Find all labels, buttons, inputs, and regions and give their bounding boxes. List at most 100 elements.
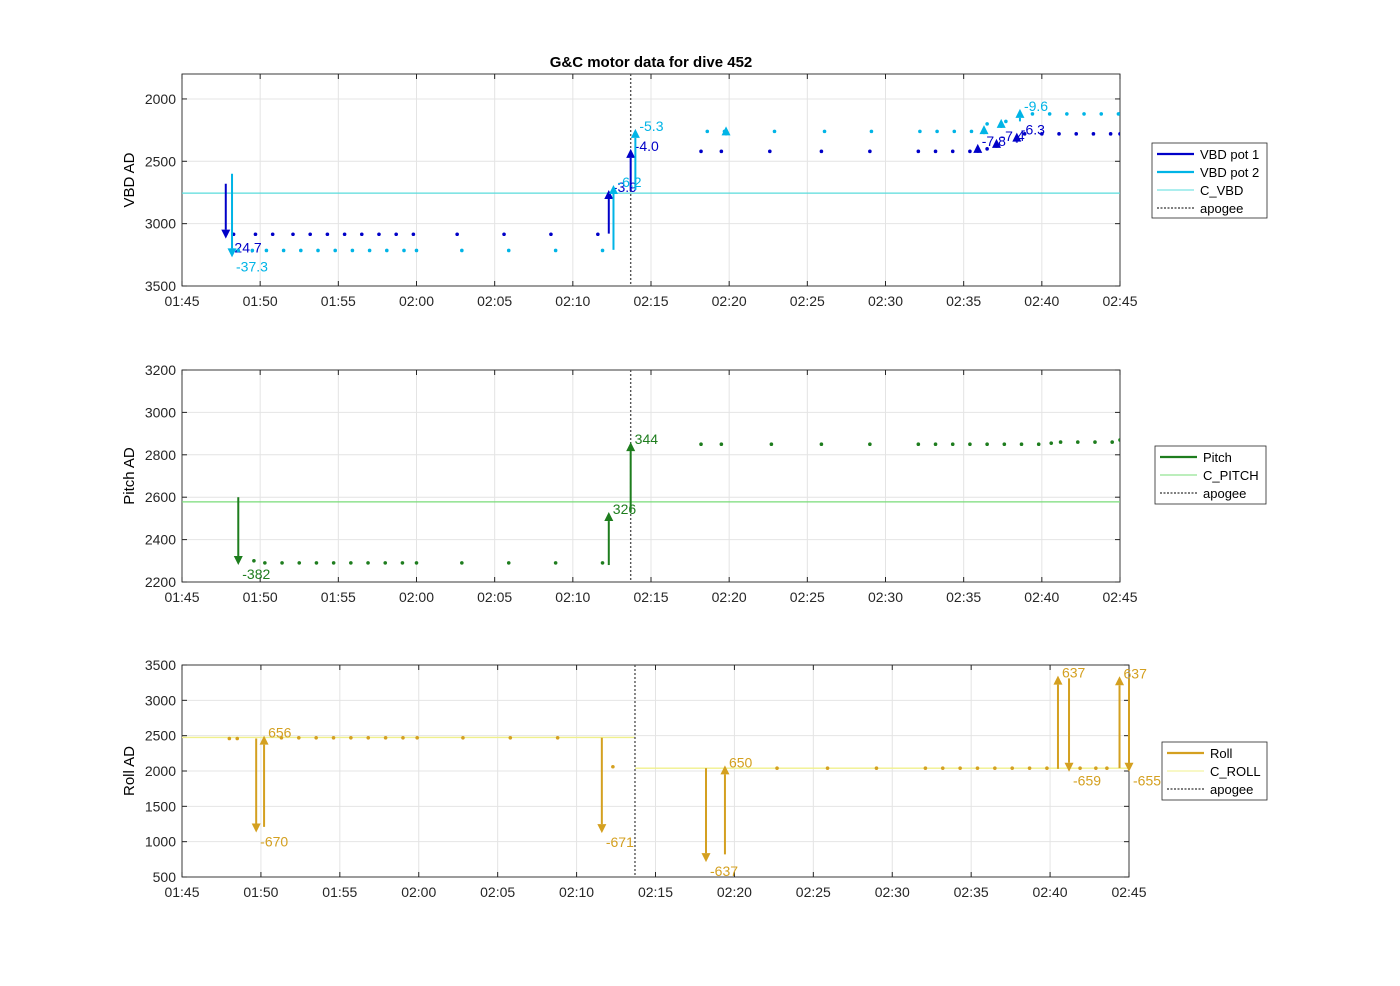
x-tick-label: 02:25 xyxy=(790,589,825,605)
data-point xyxy=(506,248,511,253)
motor-arrow: -5.3 xyxy=(630,118,664,190)
x-tick-label: 02:35 xyxy=(954,884,989,900)
y-tick-label: 2600 xyxy=(145,489,176,505)
data-point xyxy=(969,129,974,134)
motor-arrow: -24.7 xyxy=(221,183,262,256)
data-point xyxy=(349,735,353,740)
data-point xyxy=(1078,766,1082,770)
x-tick-label: 02:40 xyxy=(1024,293,1059,309)
y-tick-label: 2000 xyxy=(145,763,176,779)
y-tick-label: 500 xyxy=(153,869,177,885)
data-point xyxy=(253,232,258,237)
data-point xyxy=(1010,766,1015,770)
x-tick-label: 02:15 xyxy=(638,884,673,900)
x-tick-label: 02:30 xyxy=(868,293,903,309)
data-point xyxy=(394,232,398,237)
data-point xyxy=(916,442,921,447)
arrow-label: -6.3 xyxy=(1021,122,1045,138)
legend-label: VBD pot 1 xyxy=(1200,147,1259,162)
data-point xyxy=(366,735,371,740)
x-tick-label: 02:35 xyxy=(946,589,981,605)
subplot-1: 01:45 01:50 01:55 02:00 02:05 02:10 02:15 02:20… xyxy=(121,73,1268,309)
motor-arrow: -637 xyxy=(701,768,738,879)
data-point xyxy=(1030,112,1035,116)
x-tick-label: 02:40 xyxy=(1033,884,1068,900)
arrow-head xyxy=(701,853,711,863)
y-tick-label: 2800 xyxy=(145,447,176,463)
data-point xyxy=(1047,112,1052,116)
x-tick-label: 02:45 xyxy=(1111,884,1146,900)
arrow-head xyxy=(630,128,640,138)
data-point xyxy=(768,149,772,154)
data-point xyxy=(331,561,336,565)
data-point xyxy=(968,149,972,154)
arrow-label: 344 xyxy=(635,431,659,447)
motor-arrow: 344 xyxy=(626,431,659,513)
data-point xyxy=(461,735,465,740)
arrow-label: -4.0 xyxy=(635,138,659,154)
data-point xyxy=(400,561,405,565)
motor-arrow xyxy=(721,126,731,136)
data-point xyxy=(508,735,513,740)
motor-arrow: 650 xyxy=(720,754,753,855)
data-point xyxy=(596,232,600,237)
x-tick-label: 02:10 xyxy=(555,589,590,605)
motor-arrow: -37.3 xyxy=(227,173,268,274)
y-tick-label: 1500 xyxy=(145,798,176,814)
arrow-head xyxy=(1124,762,1134,772)
data-point xyxy=(1027,766,1032,770)
data-point xyxy=(1002,442,1007,447)
data-point xyxy=(1058,440,1063,444)
x-tick-label: 01:45 xyxy=(164,884,199,900)
arrow-head xyxy=(227,248,237,258)
data-point xyxy=(252,559,256,563)
arrow-label: -382 xyxy=(242,566,270,582)
data-point xyxy=(874,766,879,770)
legend-box xyxy=(1151,142,1268,219)
data-point xyxy=(985,147,989,151)
data-point xyxy=(250,248,255,253)
motor-arrow: -9.6 xyxy=(1015,98,1048,122)
legend-label: C_ROLL xyxy=(1210,764,1261,779)
arrow-label: -7.8 xyxy=(982,133,1006,149)
data-point xyxy=(918,129,922,134)
data-point xyxy=(916,149,921,154)
data-point xyxy=(506,561,511,565)
arrow-label: 326 xyxy=(613,501,637,517)
data-point xyxy=(383,735,388,740)
legend-label: apogee xyxy=(1200,201,1243,216)
data-point xyxy=(1118,132,1120,136)
y-tick-label: 2000 xyxy=(145,91,176,107)
data-point xyxy=(1110,440,1114,444)
data-point xyxy=(455,232,459,237)
series-vbd-pot-1 xyxy=(231,132,1120,237)
x-tick-label: 01:50 xyxy=(243,884,278,900)
arrow-label: -24.7 xyxy=(230,240,262,256)
data-point xyxy=(359,232,364,237)
arrow-head xyxy=(973,143,983,153)
data-point xyxy=(314,735,318,740)
data-point xyxy=(1105,766,1109,770)
data-point xyxy=(411,232,416,237)
data-point xyxy=(296,735,301,740)
series-pitch xyxy=(252,438,1120,565)
data-point xyxy=(297,561,302,565)
x-tick-label: 02:30 xyxy=(868,589,903,605)
data-point xyxy=(1099,112,1104,116)
x-tick-label: 02:35 xyxy=(946,293,981,309)
arrow-head xyxy=(608,184,618,194)
data-point xyxy=(1075,440,1080,444)
arrow-head xyxy=(259,735,269,745)
arrow-head xyxy=(604,512,614,522)
y-tick-label: 2400 xyxy=(145,532,176,548)
legend-label: C_VBD xyxy=(1200,183,1243,198)
data-point xyxy=(401,735,405,740)
data-point xyxy=(950,442,955,447)
arrow-label: 650 xyxy=(729,754,753,770)
arrow-head xyxy=(1012,132,1022,142)
data-point xyxy=(502,232,506,237)
data-point xyxy=(1019,442,1024,447)
y-tick-label: 2500 xyxy=(145,153,176,169)
data-point xyxy=(270,232,275,237)
y-tick-label: 1000 xyxy=(145,834,176,850)
